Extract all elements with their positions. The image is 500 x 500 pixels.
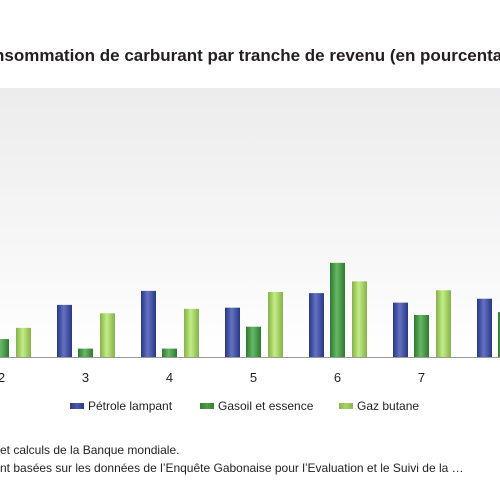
bar-gasoil-8: [498, 312, 500, 357]
bar-petrole-7: [393, 302, 408, 357]
bar-gaz-5: [268, 291, 283, 357]
x-tick-label-4: 4: [166, 370, 173, 385]
bar-petrole-8: [477, 298, 492, 357]
bar-gasoil-4: [162, 348, 177, 357]
bar-gasoil-5: [246, 326, 261, 357]
bar-gasoil-7: [414, 314, 429, 357]
bar-petrole-6: [309, 293, 324, 357]
chart-title: …nsommation de carburant par tranche de …: [0, 46, 500, 65]
basis-note-text: …nt basées sur les données de l’Enquête …: [0, 461, 464, 475]
legend: Pétrole lampant Gasoil et essence Gaz bu…: [0, 396, 500, 416]
legend-swatch-petrole: [70, 403, 84, 409]
bar-gasoil-2: [0, 339, 9, 357]
bar-gasoil-3: [78, 348, 93, 357]
bar-petrole-5: [225, 307, 240, 357]
legend-swatch-gasoil: [200, 403, 214, 409]
x-tick-label-3: 3: [82, 370, 89, 385]
bar-gaz-3: [100, 313, 115, 357]
legend-label-gaz: Gaz butane: [357, 399, 420, 413]
bar-gaz-7: [436, 290, 451, 357]
basis-note: …nt basées sur les données de l’Enquête …: [0, 458, 500, 478]
bar-gaz-2: [16, 327, 31, 357]
plot-area: [0, 88, 500, 358]
x-tick-label-7: 7: [418, 370, 425, 385]
legend-label-petrole: Pétrole lampant: [88, 399, 173, 413]
legend-swatch-gaz: [339, 403, 353, 409]
x-tick-label-6: 6: [334, 370, 341, 385]
chart-title-wrap: …nsommation de carburant par tranche de …: [0, 41, 500, 71]
bar-petrole-3: [57, 304, 72, 357]
x-tick-label-2: 2: [0, 370, 5, 385]
legend-label-gasoil: Gasoil et essence: [218, 399, 314, 413]
bar-petrole-4: [141, 290, 156, 357]
source-note: …et calculs de la Banque mondiale.: [0, 440, 500, 460]
bar-gaz-4: [184, 308, 199, 357]
bar-gasoil-6: [330, 262, 345, 357]
x-tick-label-5: 5: [250, 370, 257, 385]
source-note-text: …et calculs de la Banque mondiale.: [0, 443, 180, 457]
bar-gaz-6: [352, 281, 367, 357]
